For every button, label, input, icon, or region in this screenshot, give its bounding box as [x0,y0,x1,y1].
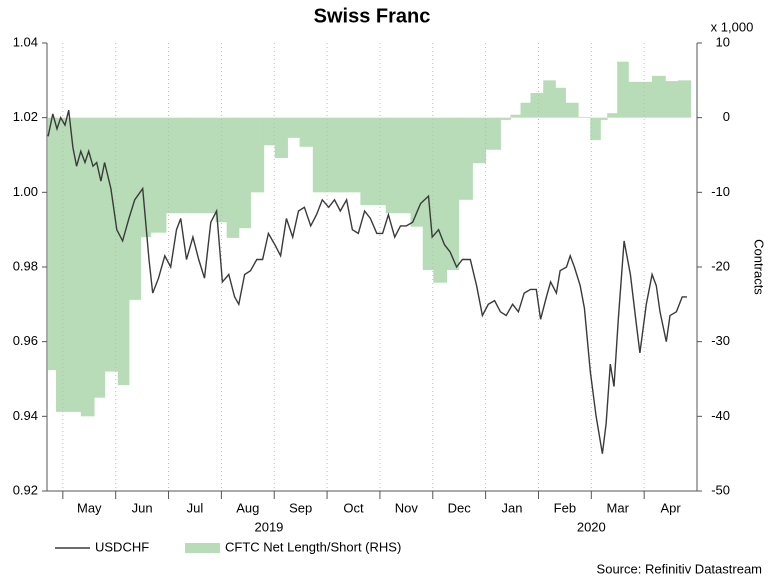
legend-label: CFTC Net Length/Short (RHS) [225,539,401,554]
cftc-step [250,117,265,193]
cftc-step [510,114,521,118]
y-tick-label: 0.94 [13,408,38,423]
cftc-step [299,117,314,147]
x-tick-label: Sep [289,500,312,515]
y2-tick-label: -20 [711,258,730,273]
y-tick-label: 1.04 [13,34,38,49]
cftc-step [190,117,217,214]
x-tick-label: Feb [554,500,576,515]
cftc-step [565,102,579,118]
cftc-step [500,117,511,120]
cftc-step [263,117,276,146]
x-tick-label: Aug [236,500,259,515]
cftc-step [555,87,566,118]
y2-tick-label: 10 [716,34,730,49]
y-tick-label: 0.96 [13,333,38,348]
x-tick-label: Jan [502,500,523,515]
y-tick-label: 1.00 [13,184,38,199]
cftc-step [48,117,57,371]
source: Source: Refinitiv Datastream [597,561,762,576]
cftc-step [617,61,629,118]
cftc-step [433,117,448,283]
cftc-step [607,113,618,118]
cftc-step [140,117,152,238]
x-tick-label: Mar [607,500,630,515]
x-tick-label: Apr [660,500,681,515]
cftc-step [80,117,95,417]
cftc-step [215,117,228,223]
cftc-step [55,117,82,412]
x-tick-label: Jul [187,500,204,515]
cftc-step [485,117,501,150]
x-group-label: 2019 [254,519,283,534]
y2-multiplier-label: x 1,000 [711,19,754,34]
x-tick-label: Nov [395,500,419,515]
cftc-step [287,117,301,138]
cftc-step [472,117,487,164]
cftc-step [458,117,473,200]
cftc-step [94,117,106,398]
cftc-step [530,93,544,118]
usdchf-line [47,110,687,454]
cftc-step [128,117,142,300]
cftc-step [543,80,556,118]
y2-tick-label: -10 [711,184,730,199]
x-tick-label: Dec [448,500,472,515]
cftc-step [578,116,591,118]
cftc-step [628,81,653,118]
y2-tick-label: -50 [711,482,730,497]
y-tick-label: 1.02 [13,109,38,124]
cftc-step [385,117,412,214]
cftc-step [165,117,192,214]
cftc-step [226,117,240,238]
y2-tick-label: 0 [723,109,730,124]
y-tick-label: 0.92 [13,482,38,497]
y2-axis-label: Contracts [752,239,767,295]
cftc-step [652,75,666,118]
cftc-step [410,117,424,227]
x-tick-label: Oct [343,500,364,515]
y2-tick-label: -40 [711,408,730,423]
cftc-step [446,117,460,270]
x-group-label: 2020 [577,519,606,534]
legend-label: USDCHF [95,539,149,554]
x-tick-label: May [77,500,102,515]
cftc-step [274,117,288,158]
cftc-step [520,102,532,118]
cftc-step [360,117,387,206]
chart-title: Swiss Franc [314,5,431,27]
cftc-step [104,117,119,372]
cftc-step [677,80,692,118]
cftc-step [590,117,601,141]
cftc-step [665,81,679,118]
x-tick-label: Jun [132,500,153,515]
y2-tick-label: -30 [711,333,730,348]
cftc-step [600,117,608,120]
cftc-step [312,117,361,193]
cftc-step [150,117,167,233]
legend-swatch [185,543,220,553]
y-tick-label: 0.98 [13,258,38,273]
cftc-step [422,117,434,270]
cftc-step [238,117,251,229]
cftc-step [117,117,130,385]
